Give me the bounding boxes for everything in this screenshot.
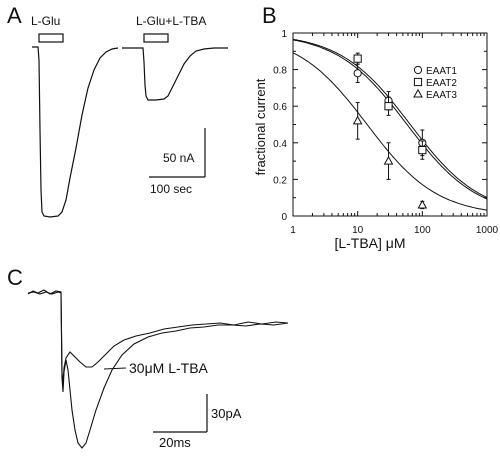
panel-c-traces: 30μM L-TBA 30pA 20ms xyxy=(27,289,289,450)
c-scale-y-label: 30pA xyxy=(211,406,242,421)
b-y-tick-label-0: 0 xyxy=(281,212,287,223)
panel-a-letter: A xyxy=(7,3,22,28)
b-legend-marker-eaat2 xyxy=(413,77,423,87)
b-point-eaat2 xyxy=(353,54,362,63)
b-point-eaat2 xyxy=(418,146,427,155)
c-annotation-label: 30μM L-TBA xyxy=(129,360,209,376)
panel-c-letter: C xyxy=(7,265,23,290)
b-y-tick-label-0.6: 0.6 xyxy=(273,102,287,113)
b-point-eaat3 xyxy=(383,155,394,165)
b-x-tick-label-1000: 1000 xyxy=(476,225,499,236)
c-annotation-leader xyxy=(103,367,127,370)
b-legend-marker-eaat1 xyxy=(413,65,423,75)
b-point-eaat1 xyxy=(353,69,362,78)
b-legend-label-eaat1: EAAT1 xyxy=(426,66,457,77)
panel-a-traces: L-Glu L-Glu+L-TBA 50 nA 100 sec xyxy=(31,14,228,218)
trace-30um-l-tba xyxy=(27,289,289,385)
b-y-tick-label-0.2: 0.2 xyxy=(273,175,287,186)
trace-l-glu xyxy=(32,46,119,218)
b-x-tick-label-1: 1 xyxy=(290,225,296,236)
b-point-eaat3 xyxy=(352,115,363,125)
l-glu-label: L-Glu xyxy=(31,14,60,28)
b-x-axis-label: [L-TBA] μM xyxy=(334,235,405,251)
b-plot-frame xyxy=(292,32,488,217)
a-scale-x-label: 100 sec xyxy=(150,182,192,196)
b-legend-marker-eaat3 xyxy=(413,88,423,98)
c-scale-x-label: 20ms xyxy=(159,435,191,450)
b-legend-label-eaat2: EAAT2 xyxy=(426,78,457,89)
b-fit-curve-eaat2 xyxy=(292,39,488,200)
panel-b-letter: B xyxy=(262,3,277,28)
trace-l-glu-tba xyxy=(122,47,228,101)
b-legend-label-eaat3: EAAT3 xyxy=(426,90,457,101)
b-y-tick-label-1: 1 xyxy=(281,29,287,40)
b-point-eaat2 xyxy=(384,102,393,111)
b-x-tick-label-100: 100 xyxy=(414,225,431,236)
l-glu-application-bar xyxy=(38,33,64,43)
b-point-eaat3 xyxy=(417,199,428,209)
b-y-axis-label: fractional current xyxy=(253,78,268,175)
b-fit-curve-eaat3 xyxy=(292,52,488,211)
b-y-tick-label-0.4: 0.4 xyxy=(273,139,287,150)
panel-b-chart: fractional current [L-TBA] μM 1 10 100 1000… xyxy=(253,29,499,251)
l-glu-tba-label: L-Glu+L-TBA xyxy=(136,14,206,28)
trace-control xyxy=(27,291,289,449)
b-x-tick-label-10: 10 xyxy=(352,225,364,236)
b-fit-curve-eaat1 xyxy=(292,38,488,198)
a-scale-y-label: 50 nA xyxy=(163,151,194,165)
l-glu-tba-application-bar xyxy=(143,33,169,43)
b-y-tick-label-0.8: 0.8 xyxy=(273,66,287,77)
